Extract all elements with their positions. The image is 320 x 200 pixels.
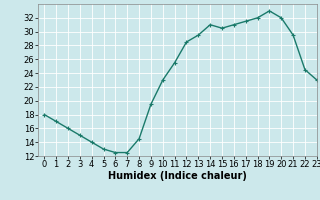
X-axis label: Humidex (Indice chaleur): Humidex (Indice chaleur) [108, 171, 247, 181]
